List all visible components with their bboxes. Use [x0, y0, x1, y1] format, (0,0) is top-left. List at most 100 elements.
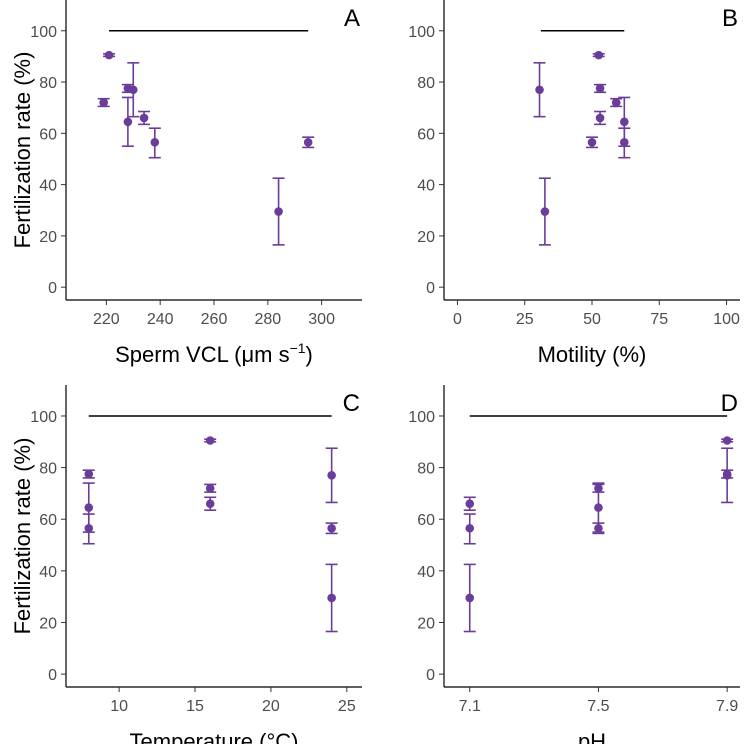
- data-point-group: [610, 97, 623, 108]
- y-tick-label: 100: [408, 24, 435, 41]
- data-point: [99, 98, 108, 107]
- x-tick-label: 25: [516, 311, 534, 328]
- data-point-group: [302, 136, 315, 149]
- data-point-group: [618, 127, 631, 159]
- data-point-group: [204, 496, 217, 511]
- panel-a: 0 20 40 60 80 100 220 240 260 280 300 Sperm VCL (μm…: [10, 0, 362, 367]
- data-point-group: [325, 447, 338, 504]
- y-axis-title: Fertilization rate (%): [10, 52, 35, 249]
- y-tick-label: 60: [417, 126, 435, 143]
- x-tick-label: 75: [650, 311, 668, 328]
- y-tick-label: 20: [417, 229, 435, 246]
- data-point: [303, 138, 313, 147]
- data-point-group: [121, 96, 134, 147]
- data-point-group: [325, 563, 338, 633]
- data-point-group: [463, 563, 476, 633]
- x-tick-label: 20: [262, 698, 280, 715]
- data-point-group: [721, 436, 734, 445]
- data-point-group: [127, 62, 140, 118]
- panel-c: 0 20 40 60 80 100 10 15 20 25 Temperature (°C) Fert…: [10, 385, 362, 744]
- y-tick-label: 100: [30, 24, 57, 41]
- y-tick-label: 0: [48, 667, 57, 684]
- data-point: [465, 499, 475, 509]
- data-point: [123, 117, 133, 127]
- data-point-group: [82, 513, 95, 545]
- y-tick-label: 40: [39, 564, 57, 581]
- x-axis-title: Motility (%): [538, 342, 647, 367]
- data-point: [587, 138, 597, 147]
- data-point-group: [463, 496, 476, 511]
- x-axis-title: Sperm VCL (μm s−1): [115, 340, 313, 367]
- y-tick-label: 60: [417, 512, 435, 529]
- x-axis-title-superscript: −1: [290, 340, 306, 356]
- data-point: [205, 483, 215, 493]
- data-point-group: [204, 436, 217, 445]
- x-axis-title: pH: [578, 729, 606, 744]
- y-tick-label: 0: [48, 280, 57, 297]
- panel-letter: C: [343, 390, 360, 417]
- data-point: [595, 84, 605, 93]
- data-point: [84, 469, 94, 479]
- panel-letter: A: [344, 5, 360, 32]
- y-tick-label: 80: [39, 75, 57, 92]
- data-point: [465, 593, 475, 603]
- data-point: [139, 113, 149, 123]
- y-tick-label: 20: [39, 229, 57, 246]
- x-tick-label: 15: [186, 698, 204, 715]
- data-point: [327, 471, 336, 480]
- x-tick-label: 240: [147, 311, 174, 328]
- data-point-group: [463, 513, 476, 545]
- x-tick-label: 220: [93, 311, 120, 328]
- data-point: [594, 523, 603, 533]
- data-point: [595, 113, 605, 123]
- y-tick-label: 20: [39, 615, 57, 632]
- data-point-group: [82, 469, 95, 479]
- data-point: [619, 138, 629, 147]
- y-tick-label: 0: [426, 280, 435, 297]
- y-tick-label: 40: [39, 178, 57, 195]
- data-point-group: [594, 83, 607, 94]
- data-point-group: [592, 50, 605, 60]
- data-point: [84, 523, 94, 533]
- panel-b: 0 20 40 60 80 100 0 25 50 75 100 Motility (%) B: [408, 0, 740, 367]
- x-tick-label: 50: [583, 311, 601, 328]
- y-tick-label: 60: [39, 512, 57, 529]
- y-tick-label: 100: [408, 409, 435, 426]
- data-point-group: [325, 522, 338, 535]
- panel-letter: B: [722, 5, 738, 32]
- data-point: [465, 523, 475, 533]
- y-tick-label: 80: [417, 75, 435, 92]
- y-tick-label: 80: [417, 461, 435, 478]
- data-point-group: [138, 110, 151, 126]
- panel-letter: D: [721, 390, 738, 417]
- data-point-group: [592, 522, 605, 535]
- data-point-group: [97, 97, 110, 108]
- data-point: [722, 471, 732, 480]
- panel-d: 0 20 40 60 80 100 7.1 7.5 7.9 pH D: [408, 385, 740, 744]
- x-tick-label: 260: [201, 311, 228, 328]
- data-point: [722, 436, 732, 445]
- data-point: [611, 98, 621, 107]
- data-point: [128, 85, 138, 95]
- x-tick-label: 300: [308, 311, 335, 328]
- data-point: [274, 207, 283, 216]
- x-tick-label: 0: [453, 311, 462, 328]
- data-point-group: [594, 110, 607, 126]
- x-tick-label: 100: [713, 311, 740, 328]
- data-point-group: [721, 447, 734, 504]
- data-point-group: [586, 136, 598, 149]
- y-tick-label: 60: [39, 126, 57, 143]
- x-axis-title: Temperature (°C): [130, 729, 299, 744]
- data-point: [594, 50, 604, 60]
- data-point: [619, 117, 629, 127]
- y-tick-label: 80: [39, 461, 57, 478]
- y-tick-label: 40: [417, 178, 435, 195]
- data-point-group: [538, 177, 551, 246]
- y-axis-title: Fertilization rate (%): [10, 438, 35, 635]
- x-tick-label: 7.9: [716, 698, 738, 715]
- data-point: [327, 593, 336, 603]
- y-tick-label: 40: [417, 564, 435, 581]
- x-tick-label: 7.5: [587, 698, 609, 715]
- x-tick-label: 25: [338, 698, 356, 715]
